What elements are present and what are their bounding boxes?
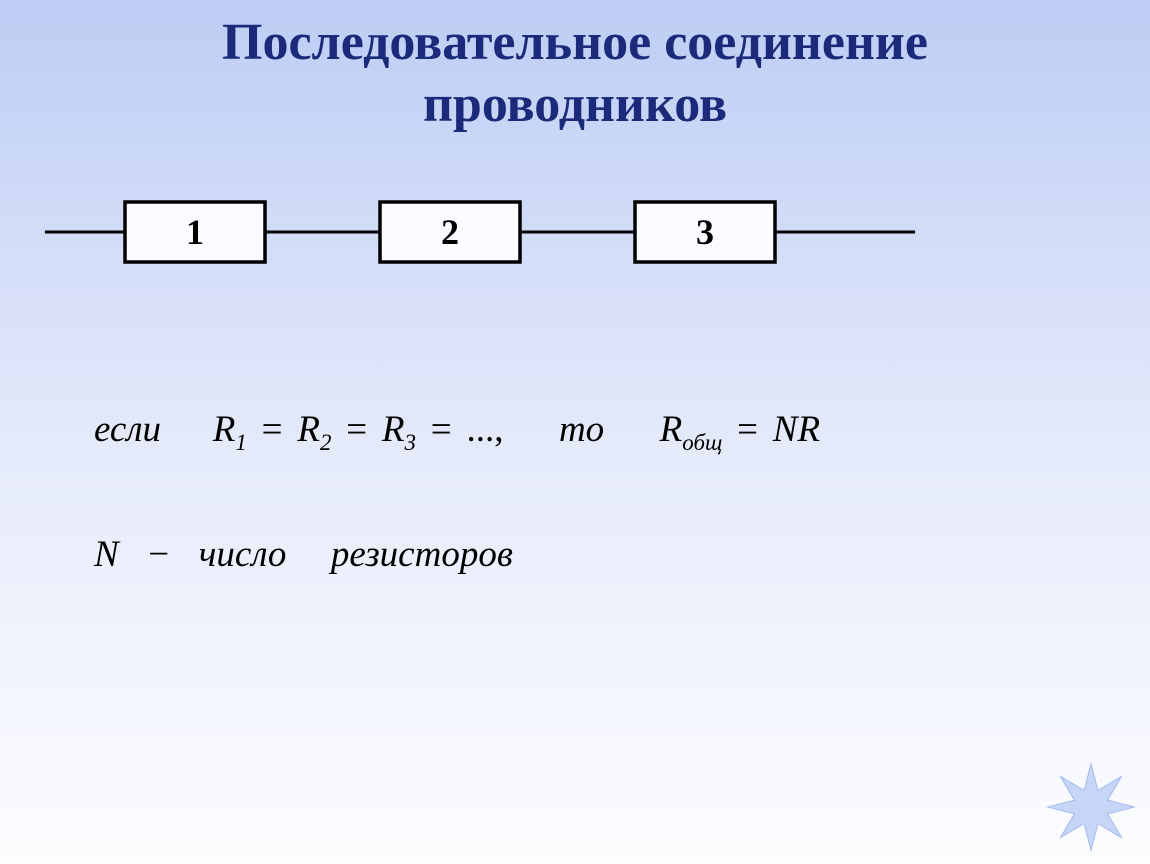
formula-line-1: если R1 = R2 = R3 = ..., то Rобщ = NR xyxy=(94,408,820,451)
formula-line-2: N − число резисторов xyxy=(94,533,513,576)
dash: − xyxy=(148,534,169,575)
R2: R2 xyxy=(297,408,331,451)
slide-title: Последовательное соединение проводников xyxy=(0,12,1150,137)
R-total: Rобщ xyxy=(660,408,723,451)
sparkle-icon xyxy=(1046,762,1136,852)
comma: , xyxy=(494,409,503,450)
word-if: если xyxy=(94,408,161,451)
slide: Последовательное соединение проводников … xyxy=(0,0,1150,864)
eq1: = xyxy=(256,409,288,450)
word-resistors: резисторов xyxy=(331,533,513,576)
resistor-label-3: 3 xyxy=(635,202,775,262)
resistor-label-1: 1 xyxy=(125,202,265,262)
eq3: = xyxy=(425,409,457,450)
title-line-2: проводников xyxy=(0,74,1150,136)
resistor-label-2: 2 xyxy=(380,202,520,262)
R3: R3 xyxy=(382,408,416,451)
word-then: то xyxy=(559,408,604,451)
eq4: = xyxy=(732,409,764,450)
NR: NR xyxy=(773,408,820,451)
word-count: число xyxy=(199,533,287,576)
title-line-1: Последовательное соединение xyxy=(0,12,1150,74)
dots: ... xyxy=(466,408,494,451)
N: N xyxy=(94,533,119,576)
series-circuit-diagram: 1 2 3 xyxy=(45,187,915,277)
eq2: = xyxy=(341,409,373,450)
sparkle-svg xyxy=(1046,762,1136,852)
R1: R1 xyxy=(213,408,247,451)
